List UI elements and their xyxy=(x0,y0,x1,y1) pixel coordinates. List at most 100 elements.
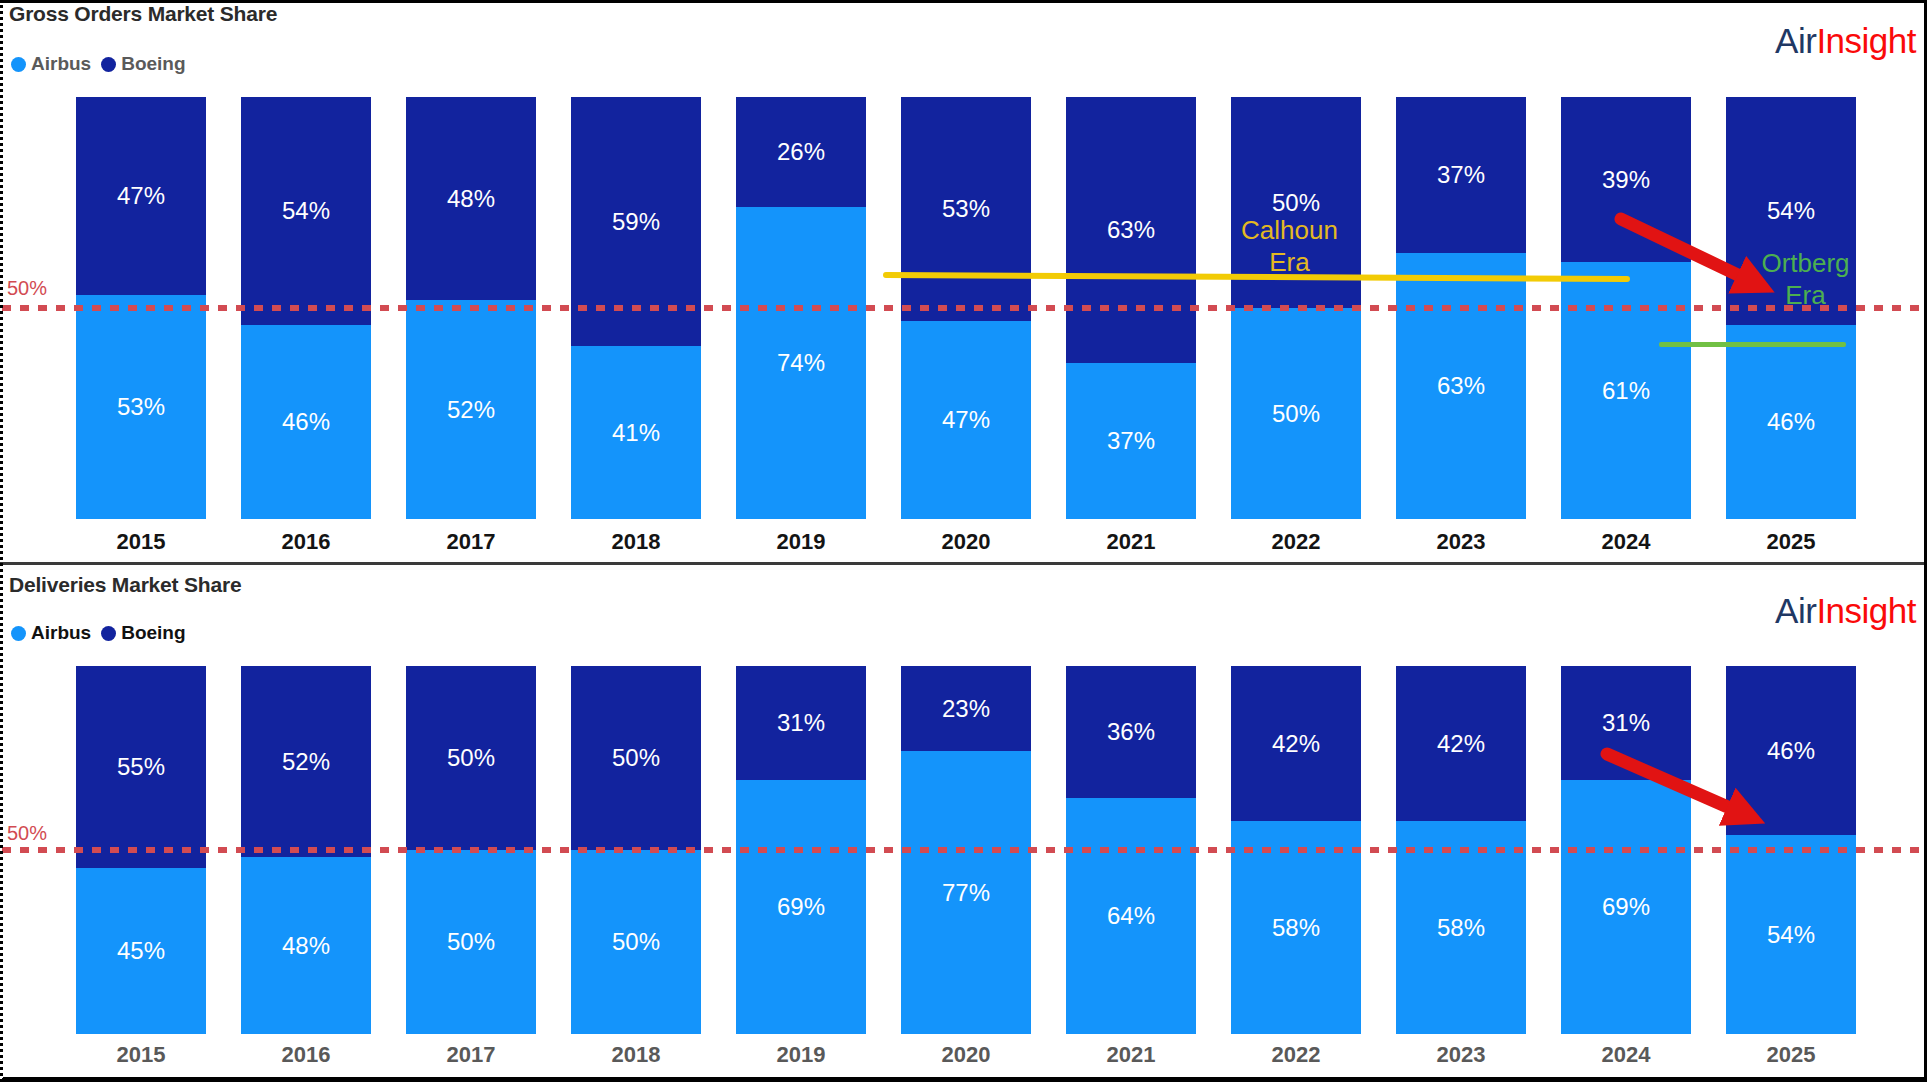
bar-value-label-airbus-2017: 52% xyxy=(447,396,495,424)
bar-value-label-airbus-2015: 45% xyxy=(117,937,165,965)
bar-value-label-boeing-2022: 50% xyxy=(1272,189,1320,217)
ortberg-era-text-line1: Ortberg xyxy=(1703,247,1908,279)
bar-value-label-airbus-2022: 58% xyxy=(1272,914,1320,942)
bar-value-label-boeing-2023: 42% xyxy=(1437,730,1485,758)
report-canvas: Gross Orders Market Share Airbus Boeing … xyxy=(0,0,1927,1082)
bar-value-label-boeing-2018: 50% xyxy=(612,744,660,772)
x-axis-label-2023: 2023 xyxy=(1396,529,1526,555)
airbus-legend-dot-icon xyxy=(11,626,26,641)
bar-value-label-boeing-2024: 39% xyxy=(1602,166,1650,194)
boeing-legend-dot-icon xyxy=(101,626,116,641)
bar-segment-airbus-2021: 37% xyxy=(1066,363,1196,519)
x-axis-label-2023: 2023 xyxy=(1396,1042,1526,1068)
logo-air-text: Air xyxy=(1775,591,1816,630)
bar-value-label-airbus-2021: 64% xyxy=(1107,902,1155,930)
x-axis-label-2015: 2015 xyxy=(76,1042,206,1068)
bar-value-label-boeing-2016: 52% xyxy=(282,748,330,776)
deliveries-legend: Airbus Boeing xyxy=(11,618,186,648)
bar-value-label-boeing-2015: 47% xyxy=(117,182,165,210)
airinsight-logo-bottom: AirInsight xyxy=(1775,591,1916,631)
bar-segment-airbus-2025: 54% xyxy=(1726,835,1856,1034)
bar-segment-boeing-2020: 53% xyxy=(901,97,1031,321)
bar-segment-airbus-2018: 50% xyxy=(571,850,701,1034)
x-axis-label-2018: 2018 xyxy=(571,1042,701,1068)
bar-value-label-boeing-2020: 53% xyxy=(942,195,990,223)
bar-value-label-boeing-2018: 59% xyxy=(612,208,660,236)
bar-segment-boeing-2016: 54% xyxy=(241,97,371,325)
bar-segment-boeing-2023: 37% xyxy=(1396,97,1526,253)
bar-value-label-airbus-2015: 53% xyxy=(117,393,165,421)
logo-air-text: Air xyxy=(1775,21,1816,60)
bar-value-label-boeing-2022: 42% xyxy=(1272,730,1320,758)
bar-segment-airbus-2016: 46% xyxy=(241,325,371,519)
bar-value-label-boeing-2025: 54% xyxy=(1767,197,1815,225)
bar-segment-boeing-2015: 47% xyxy=(76,97,206,295)
x-axis-label-2016: 2016 xyxy=(241,529,371,555)
bar-segment-boeing-2022: 42% xyxy=(1231,666,1361,821)
bar-value-label-boeing-2017: 50% xyxy=(447,744,495,772)
deliveries-50pct-axis-label: 50% xyxy=(7,822,47,844)
x-axis-label-2025: 2025 xyxy=(1726,1042,1856,1068)
bar-value-label-airbus-2021: 37% xyxy=(1107,427,1155,455)
bar-segment-boeing-2016: 52% xyxy=(241,666,371,857)
bar-segment-boeing-2024: 39% xyxy=(1561,97,1691,262)
bar-value-label-airbus-2022: 50% xyxy=(1272,400,1320,428)
bar-segment-airbus-2019: 69% xyxy=(736,780,866,1034)
x-axis-label-2018: 2018 xyxy=(571,529,701,555)
airinsight-logo-top: AirInsight xyxy=(1775,21,1916,61)
bar-value-label-boeing-2019: 31% xyxy=(777,709,825,737)
bar-value-label-airbus-2020: 77% xyxy=(942,879,990,907)
bar-value-label-airbus-2024: 61% xyxy=(1602,377,1650,405)
bar-segment-boeing-2015: 55% xyxy=(76,666,206,868)
x-axis-label-2017: 2017 xyxy=(406,529,536,555)
deliveries-chart-title: Deliveries Market Share xyxy=(9,572,241,598)
bar-value-label-airbus-2025: 54% xyxy=(1767,921,1815,949)
bar-segment-airbus-2019: 74% xyxy=(736,207,866,519)
bar-value-label-boeing-2021: 36% xyxy=(1107,718,1155,746)
orders-50pct-reference-line xyxy=(2,305,1921,311)
bar-value-label-airbus-2020: 47% xyxy=(942,406,990,434)
bar-value-label-boeing-2023: 37% xyxy=(1437,161,1485,189)
x-axis-label-2021: 2021 xyxy=(1066,1042,1196,1068)
bar-value-label-airbus-2024: 69% xyxy=(1602,893,1650,921)
orders-legend-label-boeing: Boeing xyxy=(121,53,185,75)
bar-value-label-airbus-2016: 46% xyxy=(282,408,330,436)
ortberg-era-text-line2: Era xyxy=(1703,279,1908,311)
bar-value-label-airbus-2023: 63% xyxy=(1437,372,1485,400)
ortberg-era-annotation: Ortberg Era xyxy=(1703,247,1908,311)
deliveries-legend-item-boeing: Boeing xyxy=(101,622,185,644)
bar-value-label-airbus-2019: 74% xyxy=(777,349,825,377)
calhoun-era-annotation: Calhoun Era xyxy=(1187,214,1392,278)
x-axis-label-2021: 2021 xyxy=(1066,529,1196,555)
orders-legend-label-airbus: Airbus xyxy=(31,53,91,75)
logo-insight-text: Insight xyxy=(1816,21,1916,60)
orders-50pct-axis-label: 50% xyxy=(7,277,47,299)
x-axis-label-2024: 2024 xyxy=(1561,1042,1691,1068)
bar-segment-boeing-2017: 48% xyxy=(406,97,536,300)
x-axis-label-2022: 2022 xyxy=(1231,1042,1361,1068)
x-axis-label-2020: 2020 xyxy=(901,1042,1031,1068)
bar-segment-airbus-2015: 53% xyxy=(76,295,206,519)
bar-segment-boeing-2021: 63% xyxy=(1066,97,1196,363)
bar-value-label-airbus-2025: 46% xyxy=(1767,408,1815,436)
bar-value-label-boeing-2024: 31% xyxy=(1602,709,1650,737)
calhoun-era-text-line2: Era xyxy=(1187,246,1392,278)
bar-segment-airbus-2017: 52% xyxy=(406,300,536,519)
bar-value-label-airbus-2019: 69% xyxy=(777,893,825,921)
deliveries-legend-label-boeing: Boeing xyxy=(121,622,185,644)
bar-segment-airbus-2020: 47% xyxy=(901,321,1031,519)
airbus-legend-dot-icon xyxy=(11,57,26,72)
bar-segment-airbus-2015: 45% xyxy=(76,868,206,1034)
boeing-legend-dot-icon xyxy=(101,57,116,72)
bar-segment-boeing-2025: 46% xyxy=(1726,666,1856,835)
bar-segment-airbus-2016: 48% xyxy=(241,857,371,1034)
bar-segment-airbus-2018: 41% xyxy=(571,346,701,519)
bar-segment-airbus-2017: 50% xyxy=(406,850,536,1034)
deliveries-50pct-reference-line xyxy=(2,847,1921,853)
logo-insight-text: Insight xyxy=(1816,591,1916,630)
x-axis-label-2017: 2017 xyxy=(406,1042,536,1068)
bar-value-label-boeing-2017: 48% xyxy=(447,185,495,213)
bar-segment-airbus-2025: 46% xyxy=(1726,325,1856,519)
x-axis-label-2015: 2015 xyxy=(76,529,206,555)
bar-value-label-airbus-2017: 50% xyxy=(447,928,495,956)
